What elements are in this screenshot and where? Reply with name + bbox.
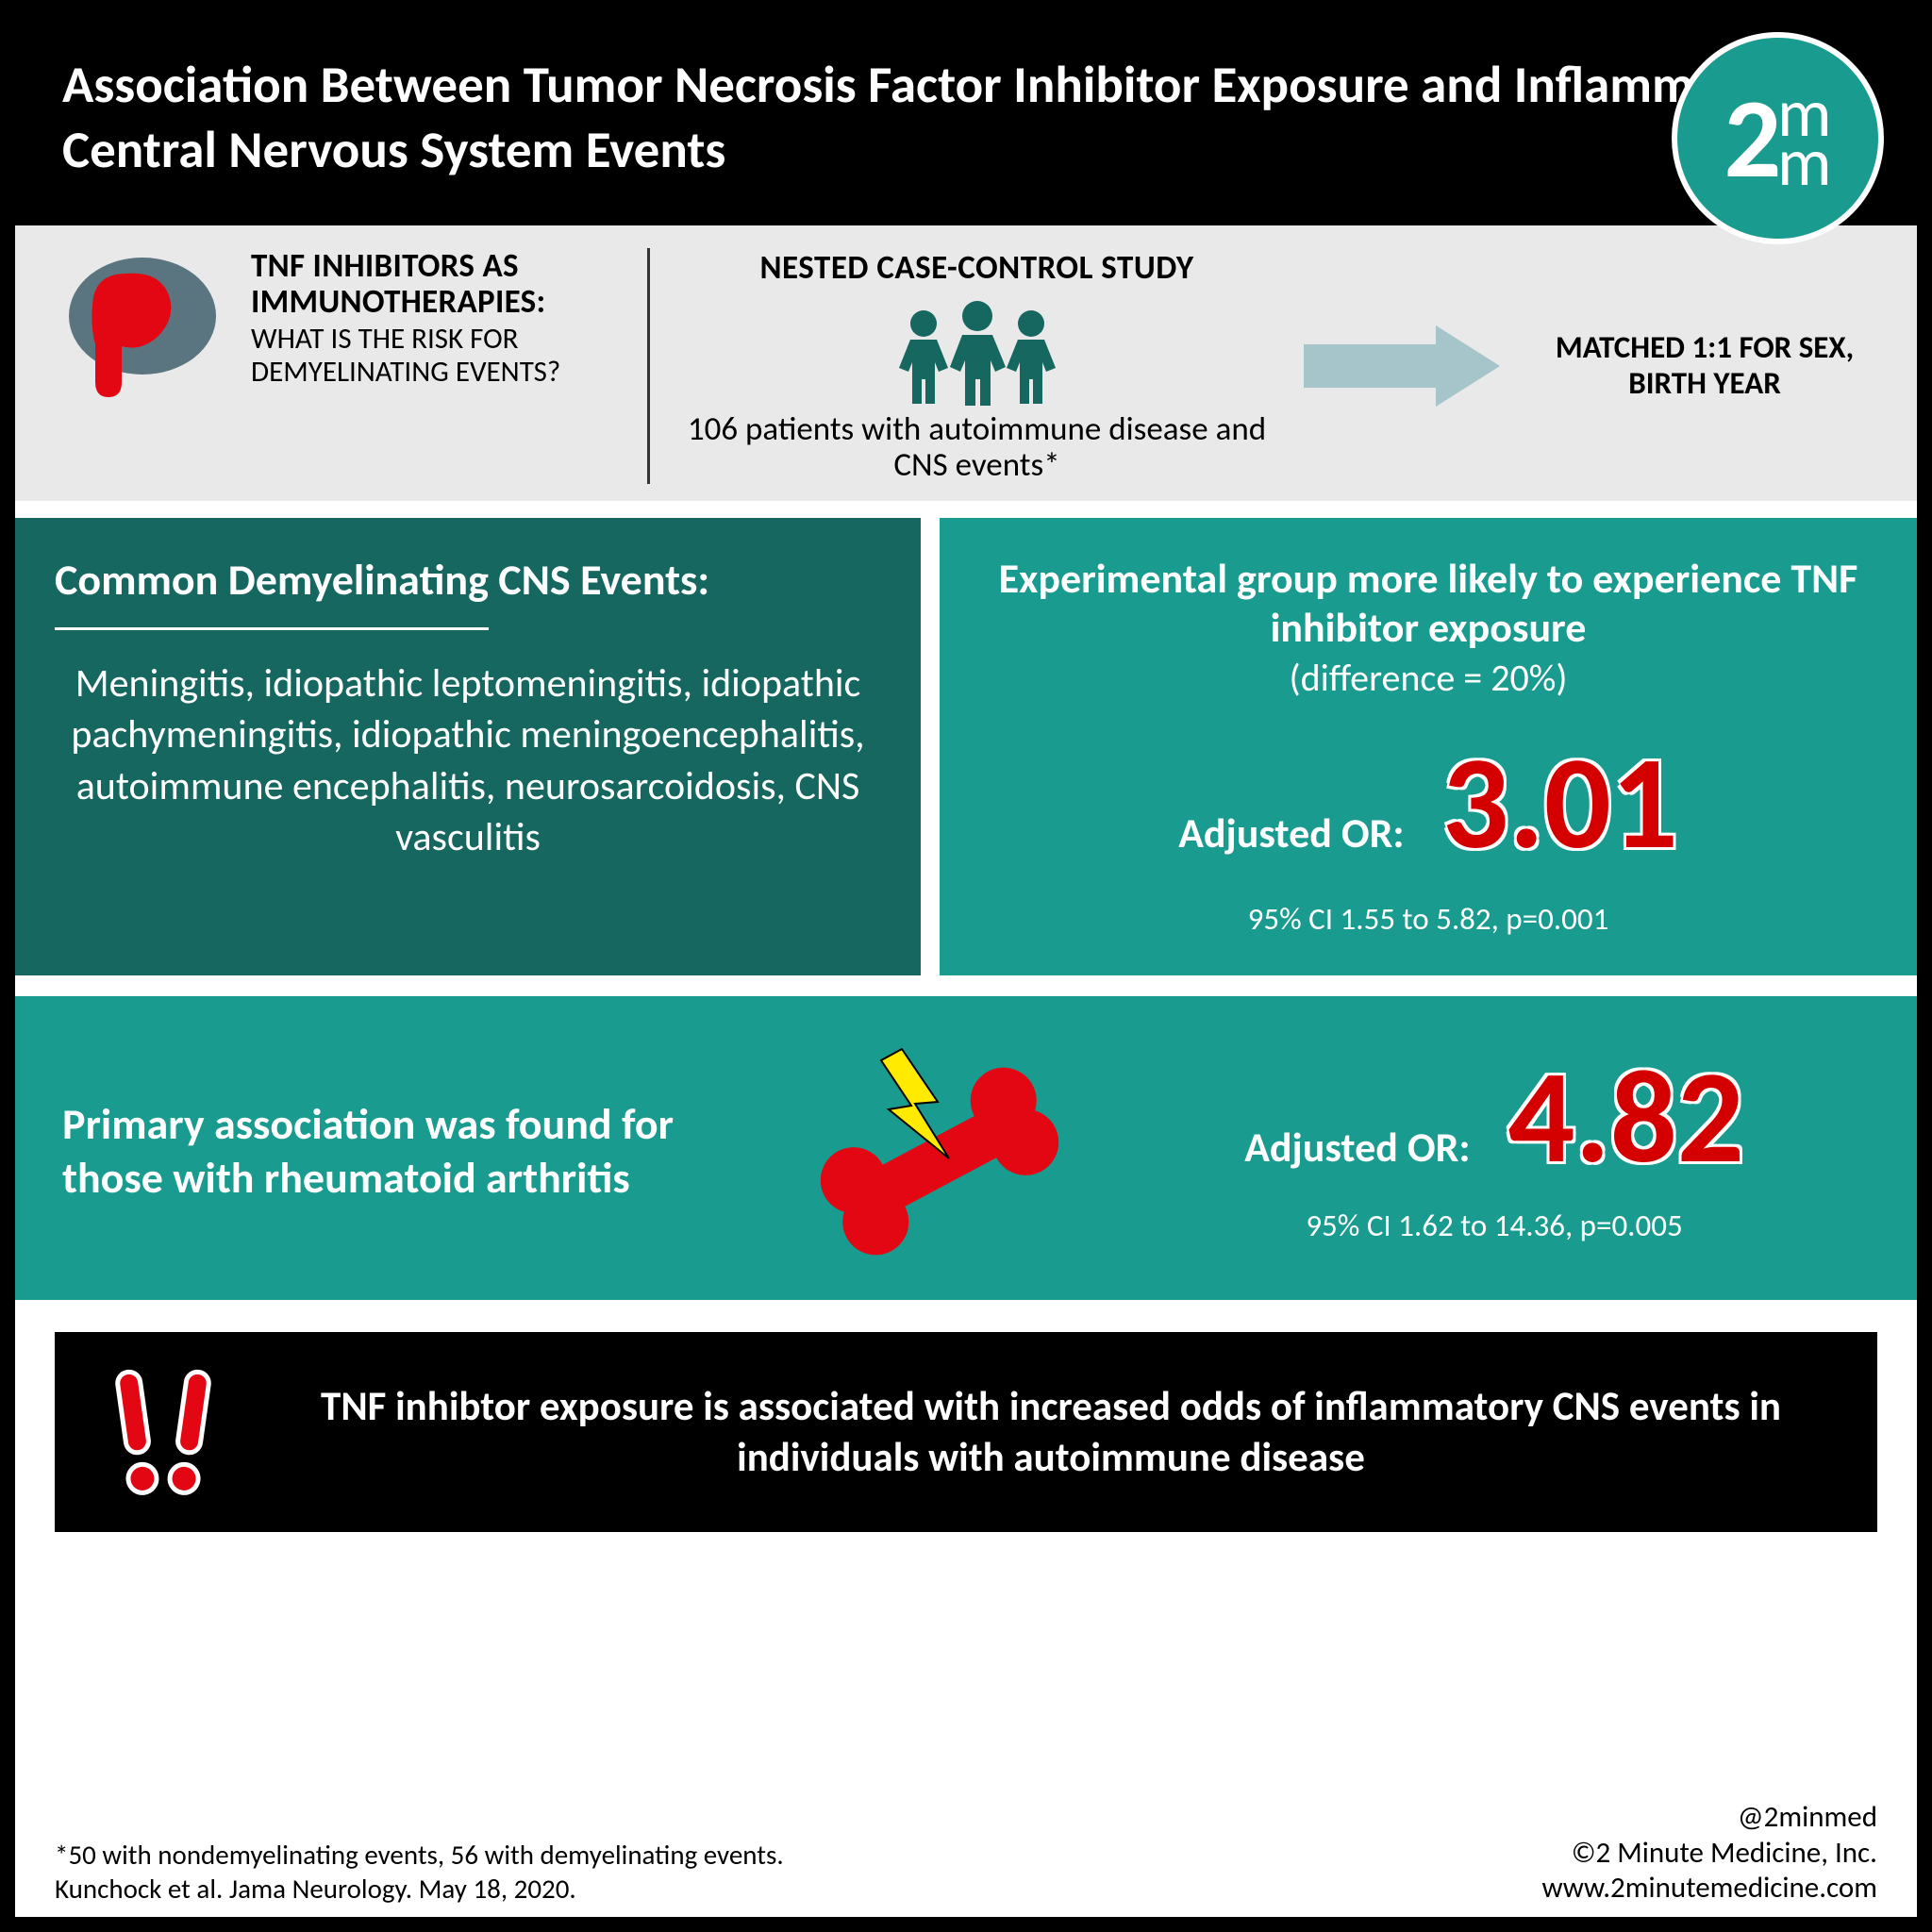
brain-icon — [53, 248, 223, 408]
bone-icon — [760, 1043, 1119, 1260]
logo-digit: 2 — [1724, 91, 1782, 187]
study-center: NESTED CASE-CONTROL STUDY 106 patients w… — [678, 248, 1275, 484]
main-title: Association Between Tumor Necrosis Facto… — [62, 53, 1870, 183]
url: www.2minutemedicine.com — [1541, 1871, 1877, 1906]
events-title: Common Demyelinating CNS Events: — [55, 554, 881, 607]
footnote-1: *50 with nondemyelinating events, 56 wit… — [55, 1838, 784, 1872]
attribution: @2minmed ©2 Minute Medicine, Inc. www.2m… — [1541, 1800, 1877, 1906]
study-population: 106 patients with autoimmune disease and… — [678, 411, 1275, 484]
arrow-icon — [1304, 248, 1502, 484]
events-list: Meningitis, idiopathic leptomeningitis, … — [55, 658, 881, 864]
exclamation-icon — [102, 1366, 225, 1498]
ci1-text: 95% CI 1.55 to 5.82, p=0.001 — [977, 900, 1879, 938]
brand-logo: 2 m m — [1672, 32, 1884, 244]
people-icon — [678, 297, 1275, 406]
handle: @2minmed — [1541, 1800, 1877, 1835]
footer: *50 with nondemyelinating events, 56 wit… — [55, 1800, 1877, 1906]
study-design-row: TNF INHIBITORS AS IMMUNOTHERAPIES: WHAT … — [15, 225, 1917, 501]
conclusion-text: TNF inhibtor exposure is associated with… — [272, 1381, 1830, 1483]
or2-label: Adjusted OR: — [1244, 1122, 1470, 1173]
copyright: ©2 Minute Medicine, Inc. — [1541, 1836, 1877, 1871]
mid-row: Common Demyelinating CNS Events: Meningi… — [15, 501, 1917, 976]
result1-title: Experimental group more likely to experi… — [977, 554, 1879, 654]
study-left-sub: WHAT IS THE RISK FOR DEMYELINATING EVENT… — [251, 323, 619, 390]
or1-value: 3.01 — [1442, 746, 1678, 858]
matching-text: MATCHED 1:1 FOR SEX, BIRTH YEAR — [1530, 330, 1879, 402]
footnote-2: Kunchock et al. Jama Neurology. May 18, … — [55, 1872, 784, 1906]
events-divider — [55, 627, 489, 630]
result2-text: Primary association was found for those … — [62, 1098, 760, 1207]
study-matching: MATCHED 1:1 FOR SEX, BIRTH YEAR — [1530, 248, 1879, 484]
infographic-container: Association Between Tumor Necrosis Facto… — [0, 0, 1932, 1932]
logo-m2: m — [1777, 139, 1832, 188]
ci2-text: 95% CI 1.62 to 14.36, p=0.005 — [1119, 1207, 1870, 1244]
or2-value: 4.82 — [1508, 1060, 1744, 1173]
footnote: *50 with nondemyelinating events, 56 wit… — [55, 1838, 784, 1907]
events-panel: Common Demyelinating CNS Events: Meningi… — [15, 518, 921, 976]
result-panel-2: Primary association was found for those … — [15, 996, 1917, 1300]
study-type: NESTED CASE-CONTROL STUDY — [678, 248, 1275, 288]
header-bar: Association Between Tumor Necrosis Facto… — [15, 15, 1917, 225]
conclusion-bar: TNF inhibtor exposure is associated with… — [55, 1332, 1877, 1532]
result-panel-1: Experimental group more likely to experi… — [940, 518, 1917, 976]
study-left-title: TNF INHIBITORS AS IMMUNOTHERAPIES: — [251, 248, 619, 321]
divider — [647, 248, 650, 484]
study-question: TNF INHIBITORS AS IMMUNOTHERAPIES: WHAT … — [251, 248, 619, 484]
result2-stats: Adjusted OR: 4.82 95% CI 1.62 to 14.36, … — [1119, 1060, 1870, 1244]
result1-sub: (difference = 20%) — [977, 655, 1879, 701]
or1-label: Adjusted OR: — [1178, 808, 1404, 858]
